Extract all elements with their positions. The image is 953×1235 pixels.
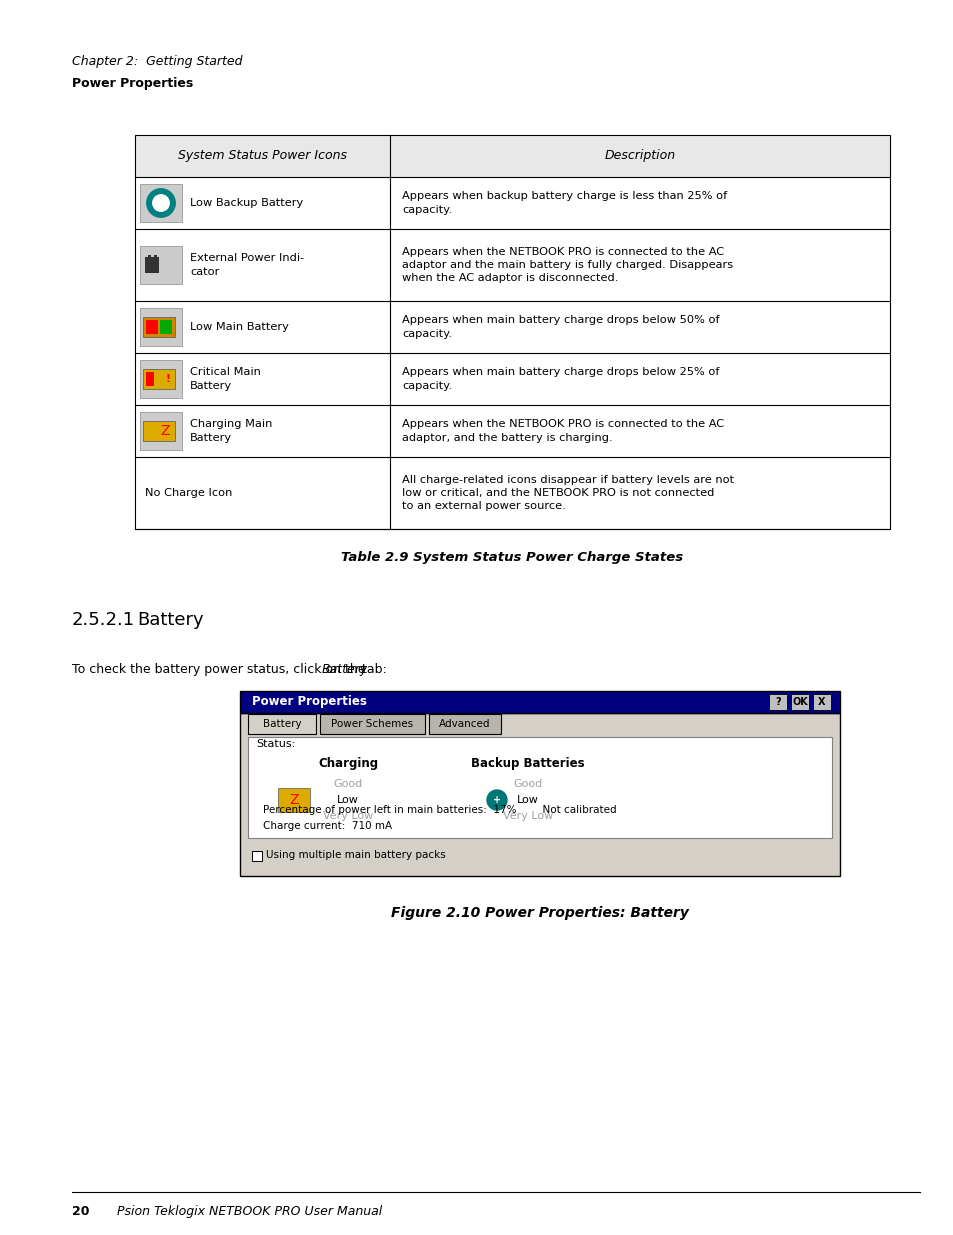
Text: Charge current:  710 mA: Charge current: 710 mA [263, 821, 392, 831]
Text: Battery: Battery [137, 611, 203, 629]
Text: Good: Good [333, 779, 362, 789]
Bar [319, 714, 424, 734]
Text: Chapter 2:  Getting Started: Chapter 2: Getting Started [71, 56, 242, 68]
Bar [153, 254, 157, 261]
Text: Appears when the NETBOOK PRO is connected to the AC
adaptor and the main battery: Appears when the NETBOOK PRO is connecte… [401, 247, 732, 283]
Text: Appears when backup battery charge is less than 25% of
capacity.: Appears when backup battery charge is le… [401, 191, 726, 215]
Bar [146, 320, 158, 333]
Bar [248, 714, 315, 734]
Bar [135, 135, 889, 529]
Text: tab:: tab: [357, 663, 386, 676]
Text: Using multiple main battery packs: Using multiple main battery packs [266, 850, 445, 860]
Text: +: + [493, 795, 500, 805]
Bar [140, 309, 182, 346]
Bar [429, 714, 500, 734]
Bar [790, 694, 808, 710]
Bar [277, 788, 310, 811]
Bar [143, 317, 174, 337]
Text: Critical Main
Battery: Critical Main Battery [190, 367, 260, 390]
Text: Low Backup Battery: Low Backup Battery [190, 198, 303, 207]
Text: Z: Z [160, 424, 170, 438]
Bar [160, 320, 172, 333]
Text: Appears when the NETBOOK PRO is connected to the AC
adaptor, and the battery is : Appears when the NETBOOK PRO is connecte… [401, 420, 723, 442]
Text: Power Properties: Power Properties [71, 77, 193, 90]
Bar [140, 246, 182, 284]
Text: Advanced: Advanced [438, 719, 490, 729]
Bar [146, 372, 153, 387]
Text: Charging: Charging [317, 757, 377, 769]
Text: Good: Good [513, 779, 542, 789]
Text: ?: ? [775, 697, 780, 706]
Text: Backup Batteries: Backup Batteries [471, 757, 584, 769]
Bar [143, 421, 174, 441]
Text: Very Low: Very Low [502, 811, 553, 821]
Text: No Charge Icon: No Charge Icon [145, 488, 233, 498]
Bar [252, 851, 262, 861]
Bar [248, 737, 831, 839]
Text: !: ! [165, 374, 171, 384]
Text: Power Properties: Power Properties [252, 695, 367, 709]
Text: Very Low: Very Low [322, 811, 373, 821]
Text: Percentage of power left in main batteries:  17%        Not calibrated: Percentage of power left in main batteri… [263, 805, 616, 815]
Text: Table 2.9 System Status Power Charge States: Table 2.9 System Status Power Charge Sta… [341, 551, 683, 564]
Circle shape [147, 189, 175, 217]
Text: All charge-related icons disappear if battery levels are not
low or critical, an: All charge-related icons disappear if ba… [401, 474, 734, 511]
Text: Psion Teklogix NETBOOK PRO User Manual: Psion Teklogix NETBOOK PRO User Manual [117, 1205, 382, 1218]
Bar [812, 694, 830, 710]
Text: Status:: Status: [255, 739, 294, 748]
Text: Figure 2.10 Power Properties: Battery: Figure 2.10 Power Properties: Battery [391, 906, 688, 920]
Text: Battery: Battery [321, 663, 368, 676]
Bar [140, 361, 182, 398]
Text: Appears when main battery charge drops below 25% of
capacity.: Appears when main battery charge drops b… [401, 367, 719, 390]
Text: X: X [818, 697, 825, 706]
Text: Charging Main
Battery: Charging Main Battery [190, 420, 273, 442]
Bar [148, 254, 151, 261]
Bar [240, 692, 840, 713]
Circle shape [152, 195, 169, 211]
Bar [768, 694, 786, 710]
Bar [140, 412, 182, 450]
Bar [240, 713, 840, 876]
Text: Description: Description [604, 149, 675, 163]
Text: Power Schemes: Power Schemes [331, 719, 414, 729]
Text: Low Main Battery: Low Main Battery [190, 322, 289, 332]
Text: Appears when main battery charge drops below 50% of
capacity.: Appears when main battery charge drops b… [401, 315, 719, 338]
Text: 2.5.2.1: 2.5.2.1 [71, 611, 135, 629]
Text: Low: Low [336, 795, 358, 805]
Text: System Status Power Icons: System Status Power Icons [178, 149, 347, 163]
Text: Low: Low [517, 795, 538, 805]
Bar [135, 135, 889, 177]
Text: To check the battery power status, click on the: To check the battery power status, click… [71, 663, 369, 676]
Bar [143, 369, 174, 389]
Bar [145, 257, 159, 273]
Text: Z: Z [289, 793, 298, 806]
Text: OK: OK [791, 697, 807, 706]
Text: Battery: Battery [262, 719, 301, 729]
Text: External Power Indi-
cator: External Power Indi- cator [190, 253, 304, 277]
Text: 20: 20 [71, 1205, 90, 1218]
Circle shape [486, 790, 506, 810]
Bar [140, 184, 182, 222]
